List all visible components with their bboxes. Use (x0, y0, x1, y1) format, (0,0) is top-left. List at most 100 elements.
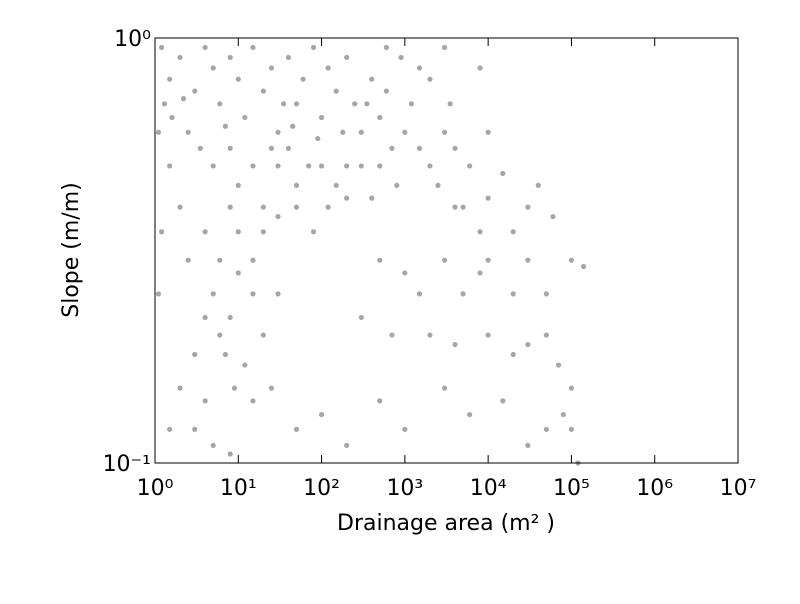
point (235, 76, 241, 82)
point (377, 398, 383, 404)
point (377, 114, 383, 121)
point (435, 182, 441, 188)
x-tick-label: 10⁰ (137, 476, 174, 501)
point (543, 426, 549, 432)
point (217, 101, 223, 107)
point (568, 385, 575, 391)
point (155, 291, 162, 297)
point (300, 76, 306, 82)
y-axis-label: Slope (m/m) (59, 182, 84, 317)
point (290, 123, 296, 129)
point (369, 195, 375, 201)
point (467, 163, 473, 169)
point (441, 385, 448, 391)
point (268, 145, 275, 151)
point (568, 426, 575, 432)
point (344, 54, 350, 61)
point (477, 270, 483, 276)
point (250, 44, 256, 51)
point (402, 129, 408, 135)
point (158, 44, 165, 51)
point (235, 270, 241, 276)
point (227, 204, 233, 210)
point (260, 229, 266, 235)
point (155, 129, 162, 135)
point (447, 101, 453, 107)
point (344, 163, 350, 169)
point (389, 332, 395, 338)
plot-frame (154, 37, 739, 464)
point (293, 426, 300, 432)
point (398, 54, 404, 61)
point (352, 101, 358, 107)
point (383, 44, 389, 51)
point (340, 129, 346, 135)
point (202, 229, 208, 235)
point (510, 291, 516, 297)
point (402, 426, 408, 432)
point (377, 257, 383, 263)
point (318, 114, 325, 121)
point (525, 341, 531, 348)
point (318, 411, 325, 418)
point (333, 88, 339, 94)
point (197, 145, 203, 151)
point (389, 145, 395, 151)
point (535, 182, 541, 188)
point (383, 88, 389, 94)
y-tick-label: 10⁰ (114, 27, 151, 52)
point (369, 76, 375, 82)
point (210, 442, 216, 449)
point (358, 129, 364, 135)
point (177, 385, 183, 391)
point (358, 314, 364, 321)
point (318, 163, 325, 169)
point (260, 204, 266, 210)
point (477, 65, 483, 71)
point (293, 101, 300, 107)
point (217, 332, 223, 338)
point (268, 385, 275, 391)
point (285, 145, 292, 151)
point (310, 44, 317, 51)
point (467, 411, 473, 418)
point (167, 76, 173, 82)
point (402, 270, 408, 276)
point (161, 101, 168, 107)
point (275, 213, 281, 220)
point (231, 385, 238, 391)
point (260, 88, 266, 94)
point (275, 129, 281, 135)
point (280, 101, 287, 107)
point (222, 351, 228, 358)
point (293, 182, 300, 188)
point (210, 65, 216, 71)
point (325, 65, 331, 71)
point (452, 204, 458, 210)
point (235, 182, 241, 188)
point (427, 163, 433, 169)
point (260, 332, 266, 338)
point (310, 229, 317, 235)
point (325, 204, 331, 210)
point (510, 229, 516, 235)
point (210, 163, 216, 169)
point (408, 101, 415, 107)
point (242, 362, 248, 368)
point (167, 163, 173, 169)
point (250, 398, 256, 404)
point (568, 257, 575, 263)
point (169, 114, 175, 121)
point (180, 96, 187, 102)
point (427, 76, 433, 82)
point (377, 163, 383, 169)
x-tick-label: 10⁵ (553, 476, 590, 501)
point (242, 114, 248, 121)
point (358, 163, 364, 169)
x-tick-label: 10⁷ (720, 476, 757, 501)
x-tick-label: 10⁴ (470, 476, 507, 501)
point (227, 314, 233, 321)
point (460, 291, 466, 297)
point (275, 291, 281, 297)
